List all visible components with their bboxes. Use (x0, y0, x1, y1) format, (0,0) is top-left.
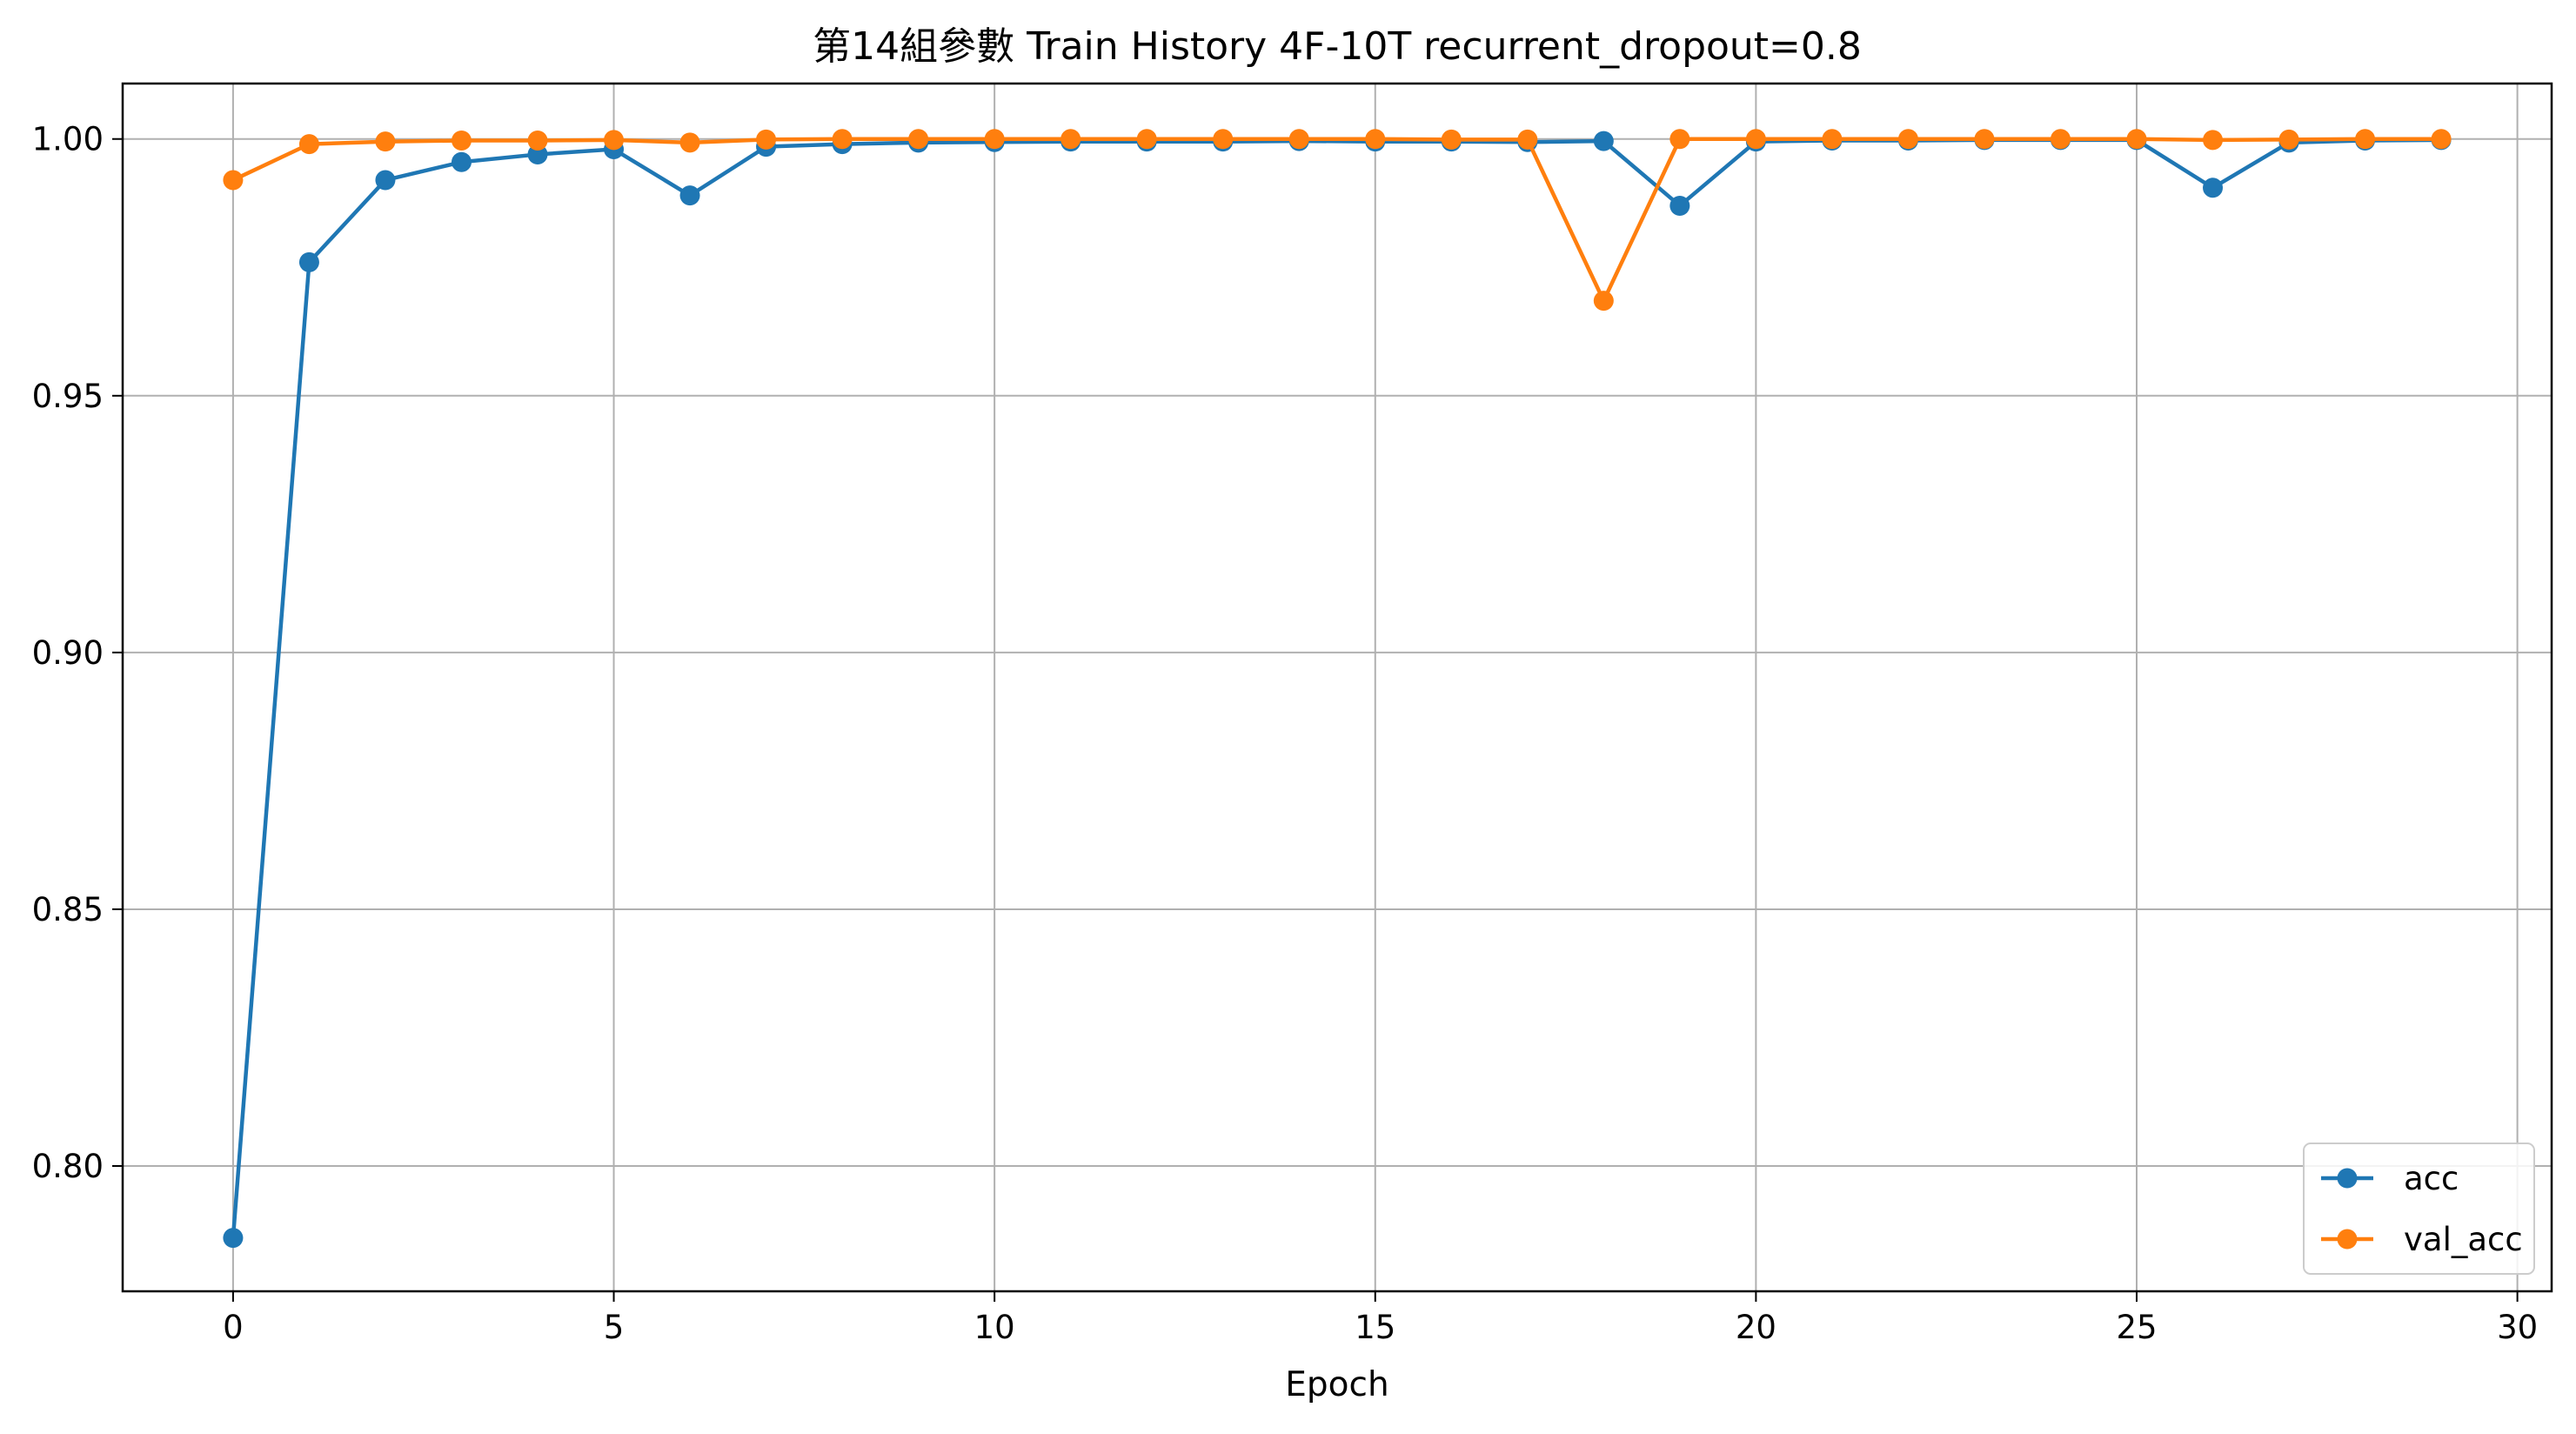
plot-frame (121, 82, 2553, 1293)
y-tick-label: 0.95 (32, 378, 104, 415)
data-point-val_acc (1897, 129, 1918, 150)
data-point-acc (2203, 178, 2224, 198)
data-point-val_acc (984, 129, 1005, 150)
data-point-val_acc (2278, 129, 2299, 150)
data-point-acc (451, 151, 472, 172)
legend-label-val_acc: val_acc (2404, 1221, 2523, 1258)
data-point-val_acc (1822, 129, 1843, 150)
x-tick-label: 15 (1355, 1309, 1395, 1346)
data-point-val_acc (527, 131, 548, 151)
data-point-val_acc (679, 132, 700, 153)
data-point-val_acc (2050, 129, 2071, 150)
data-point-val_acc (2431, 129, 2452, 150)
data-point-val_acc (223, 170, 244, 191)
data-point-val_acc (2126, 129, 2147, 150)
x-tick-label: 5 (604, 1309, 625, 1346)
series-layer (223, 129, 2452, 1249)
data-point-acc (298, 251, 319, 272)
y-tick-label: 1.00 (32, 121, 104, 158)
series-acc (223, 130, 2452, 1249)
data-point-val_acc (1593, 291, 1614, 312)
series-line-acc (231, 137, 2442, 1238)
data-point-val_acc (451, 131, 472, 151)
legend-marker-val_acc (2337, 1229, 2358, 1250)
data-point-acc (1593, 131, 1614, 151)
series-line-val_acc (231, 137, 2442, 303)
series-val_acc (223, 129, 2452, 312)
data-point-val_acc (1745, 129, 1766, 150)
ticks: 0 5 10 15 20 25 30 0.80 0.85 0.90 0.95 1.00 (32, 121, 2539, 1346)
data-point-val_acc (375, 131, 396, 152)
data-point-acc (375, 170, 396, 191)
data-point-val_acc (908, 129, 929, 150)
data-point-acc (527, 144, 548, 164)
data-point-val_acc (2355, 129, 2376, 150)
grid (123, 84, 2552, 1291)
data-point-val_acc (1288, 129, 1309, 150)
data-point-val_acc (1441, 129, 1462, 150)
data-point-acc (223, 1228, 244, 1249)
data-point-val_acc (1365, 129, 1386, 150)
data-point-val_acc (1136, 129, 1157, 150)
x-tick-label: 30 (2497, 1309, 2538, 1346)
legend: acc val_acc (2303, 1143, 2535, 1275)
data-point-val_acc (2203, 130, 2224, 151)
data-point-val_acc (298, 134, 319, 155)
y-tick-label: 0.80 (32, 1148, 104, 1185)
data-point-val_acc (1061, 129, 1081, 150)
data-point-val_acc (756, 129, 777, 150)
chart-title: 第14組參數 Train History 4F-10T recurrent_dr… (813, 24, 1862, 69)
data-point-acc (679, 185, 700, 206)
x-tick-label: 25 (2116, 1309, 2157, 1346)
x-tick-label: 0 (223, 1309, 244, 1346)
data-point-acc (1669, 195, 1690, 216)
y-tick-label: 0.90 (32, 634, 104, 672)
x-tick-label: 20 (1736, 1309, 1776, 1346)
data-point-val_acc (1974, 129, 1995, 150)
data-point-val_acc (1517, 129, 1538, 150)
x-axis-label: Epoch (1285, 1365, 1388, 1404)
data-point-val_acc (832, 129, 853, 150)
data-point-val_acc (1669, 129, 1690, 150)
legend-box (2303, 1143, 2535, 1275)
data-point-val_acc (604, 130, 625, 151)
data-point-val_acc (1213, 129, 1234, 150)
legend-marker-acc (2337, 1168, 2358, 1189)
x-tick-label: 10 (974, 1309, 1015, 1346)
y-tick-label: 0.85 (32, 891, 104, 928)
legend-label-acc: acc (2404, 1160, 2459, 1197)
